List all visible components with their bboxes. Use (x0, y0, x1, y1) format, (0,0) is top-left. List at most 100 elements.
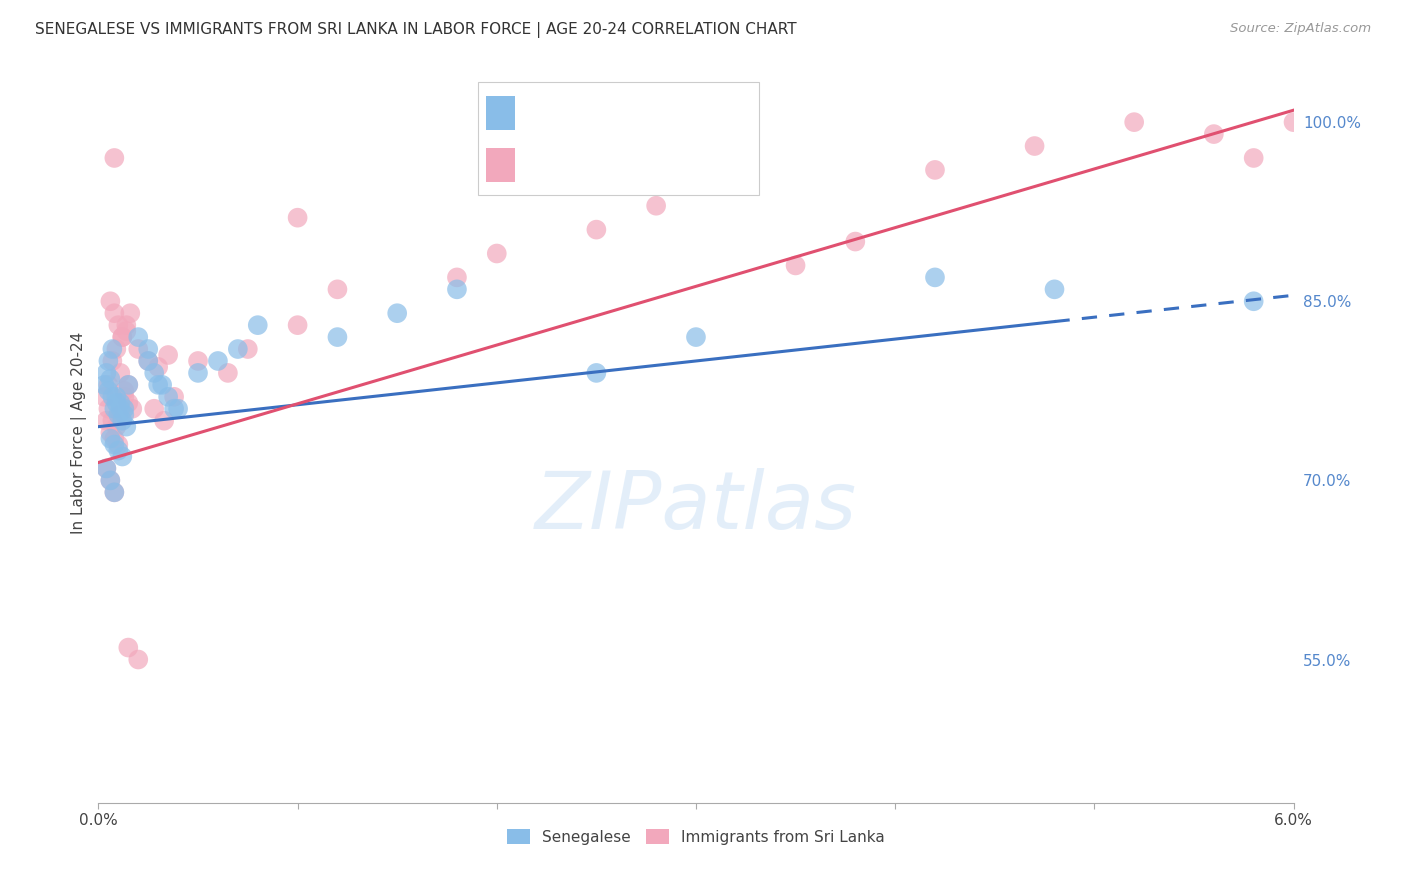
Text: SENEGALESE VS IMMIGRANTS FROM SRI LANKA IN LABOR FORCE | AGE 20-24 CORRELATION C: SENEGALESE VS IMMIGRANTS FROM SRI LANKA … (35, 22, 797, 38)
Point (924, 270, 946, 285)
Point (117, 640, 139, 655)
Point (112, 408, 135, 422)
Point (110, 408, 132, 422)
Point (326, 282, 349, 296)
Point (645, 199, 668, 213)
Point (96, 461, 118, 475)
Point (115, 324, 138, 338)
Point (187, 366, 209, 380)
Point (117, 377, 139, 392)
Point (110, 366, 132, 380)
Point (585, 222, 607, 236)
Point (101, 414, 124, 428)
Point (685, 330, 707, 344)
Point (97, 384, 120, 398)
Point (103, 401, 125, 416)
Point (1123, 115, 1146, 129)
Point (163, 390, 186, 404)
Point (485, 246, 508, 260)
Point (167, 401, 190, 416)
Point (150, 377, 173, 392)
Point (127, 330, 149, 344)
Point (107, 437, 129, 451)
Point (110, 396, 132, 410)
Point (103, 485, 125, 500)
Point (115, 419, 138, 434)
Point (136, 354, 159, 368)
Point (98, 372, 122, 386)
Point (96, 461, 118, 475)
Point (1282, 115, 1305, 129)
Point (98, 474, 122, 488)
Point (107, 318, 129, 333)
Point (111, 330, 134, 344)
Point (143, 401, 166, 416)
Point (385, 306, 409, 320)
Point (111, 330, 134, 344)
Point (120, 306, 142, 320)
Legend: Senegalese, Immigrants from Sri Lanka: Senegalese, Immigrants from Sri Lanka (501, 822, 891, 851)
Point (157, 348, 180, 362)
Point (107, 443, 129, 458)
Point (112, 401, 135, 416)
Point (446, 270, 468, 285)
Point (217, 366, 239, 380)
Point (121, 401, 143, 416)
Point (287, 211, 309, 225)
Point (446, 282, 468, 296)
Point (136, 342, 159, 356)
Point (103, 151, 125, 165)
Text: Source: ZipAtlas.com: Source: ZipAtlas.com (1230, 22, 1371, 36)
Point (112, 390, 135, 404)
Point (105, 396, 128, 410)
Point (105, 342, 128, 356)
Point (112, 384, 135, 398)
Point (97, 401, 120, 416)
Point (157, 390, 180, 404)
Point (844, 235, 866, 249)
Point (103, 432, 125, 446)
Point (111, 450, 134, 464)
Point (93, 390, 115, 404)
Point (585, 366, 607, 380)
Point (98, 474, 122, 488)
Point (101, 354, 124, 368)
Point (105, 390, 128, 404)
Point (110, 401, 132, 416)
Point (117, 377, 139, 392)
Point (98, 432, 122, 446)
Point (207, 354, 229, 368)
Point (1043, 282, 1066, 296)
Point (127, 342, 149, 356)
Point (93, 377, 115, 392)
Point (111, 414, 134, 428)
Point (97, 354, 120, 368)
Point (153, 414, 176, 428)
Point (236, 342, 259, 356)
Point (98, 294, 122, 309)
Point (148, 359, 170, 374)
Point (1202, 127, 1225, 141)
Point (107, 408, 129, 422)
Point (98, 425, 122, 440)
Point (101, 390, 124, 404)
Point (96, 366, 118, 380)
Point (1243, 294, 1265, 309)
Point (246, 318, 269, 333)
Point (117, 396, 139, 410)
Point (226, 342, 249, 356)
Point (163, 401, 186, 416)
Point (326, 330, 349, 344)
Point (143, 366, 166, 380)
Point (187, 354, 209, 368)
Point (103, 437, 125, 451)
Point (97, 377, 120, 392)
Point (924, 162, 946, 177)
Y-axis label: In Labor Force | Age 20-24: In Labor Force | Age 20-24 (72, 332, 87, 533)
Point (115, 318, 138, 333)
Point (101, 342, 124, 356)
Point (127, 652, 149, 666)
Text: ZIPatlas: ZIPatlas (534, 467, 858, 546)
Point (785, 259, 807, 273)
Point (105, 419, 128, 434)
